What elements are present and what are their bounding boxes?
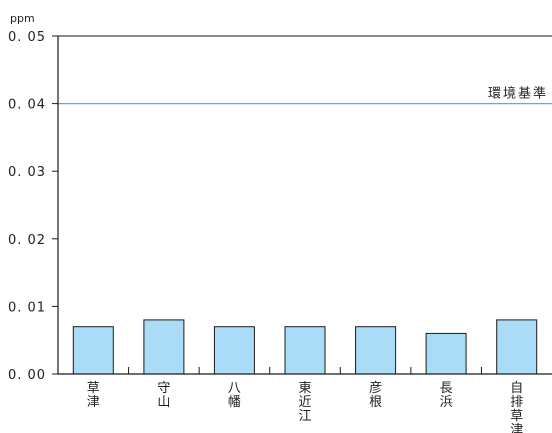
y-tick-label: 0. 03: [8, 165, 46, 180]
axes-group: [57, 35, 552, 375]
y-tick-label: 0. 00: [8, 368, 46, 383]
y-tick-label: 0. 04: [8, 98, 46, 113]
reference-line-group: 環境基準: [58, 86, 552, 105]
bar-2: [213, 326, 255, 375]
category-label: 自排草津: [510, 381, 523, 433]
y-unit-label: ppm: [10, 12, 35, 25]
category-label: 八幡: [228, 381, 241, 410]
y-ticks-group: 0. 00 0. 01 0. 02 0. 03 0. 04 0. 05: [8, 30, 58, 383]
category-label: 彦根: [369, 380, 382, 410]
reference-line-label: 環境基準: [488, 86, 548, 102]
y-tick-label: 0. 01: [8, 300, 46, 315]
bar-0: [72, 326, 114, 375]
bar-4: [355, 326, 397, 375]
x-labels-group: 草津 守山 八幡 東近江 彦根 長浜 自排草津: [87, 380, 523, 433]
category-label: 守山: [157, 381, 170, 410]
bar-5: [425, 332, 467, 375]
y-tick-label: 0. 02: [8, 233, 46, 248]
category-label: 長浜: [440, 381, 453, 410]
bar-1: [143, 319, 185, 375]
category-label: 草津: [87, 381, 100, 410]
bars-group: [72, 319, 538, 375]
bar-3: [284, 326, 326, 375]
category-label: 東近江: [298, 380, 311, 424]
y-tick-label: 0. 05: [8, 30, 46, 45]
bar-6: [496, 319, 538, 375]
